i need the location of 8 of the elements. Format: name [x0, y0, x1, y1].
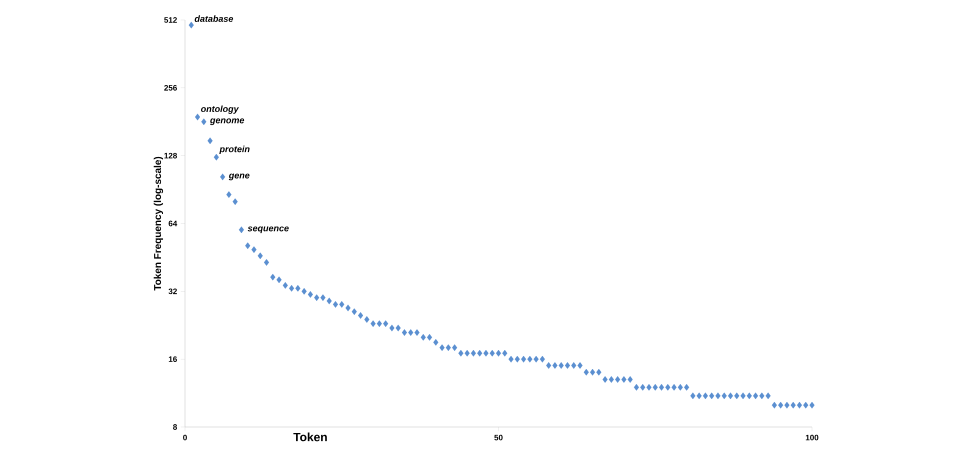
annotation: protein — [219, 146, 250, 154]
x-axis-title: Token — [293, 432, 327, 442]
annotation: genome — [210, 118, 244, 126]
annotation: gene — [228, 174, 250, 180]
annotation: database — [194, 15, 234, 22]
annotation: sequence — [248, 226, 289, 234]
y-axis-title: Token Frequency (log-scale) — [154, 156, 164, 291]
annotation: ontology — [201, 105, 239, 114]
